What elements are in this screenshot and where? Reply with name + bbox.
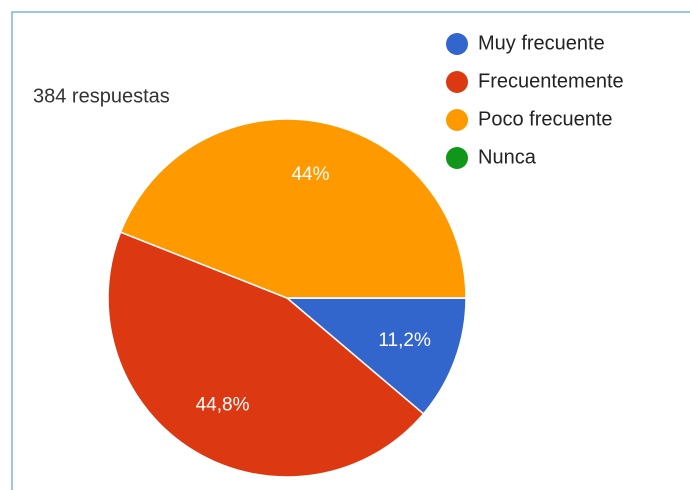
legend-swatch [446, 147, 468, 169]
slice-label: 44% [291, 164, 329, 185]
legend-swatch [446, 109, 468, 131]
legend-label: Poco frecuente [478, 108, 613, 130]
slice-label: 11,2% [378, 330, 431, 351]
subtitle: 384 respuestas [33, 85, 170, 107]
pie-slice [119, 118, 467, 299]
legend-label: Nunca [478, 146, 537, 168]
slice-label: 44,8% [196, 394, 250, 415]
legend-label: Frecuentemente [478, 70, 624, 92]
legend-swatch [446, 71, 468, 93]
legend-swatch [446, 33, 468, 55]
pie-slice [284, 297, 467, 415]
legend-label: Muy frecuente [478, 32, 605, 54]
pie-slice [107, 231, 425, 478]
